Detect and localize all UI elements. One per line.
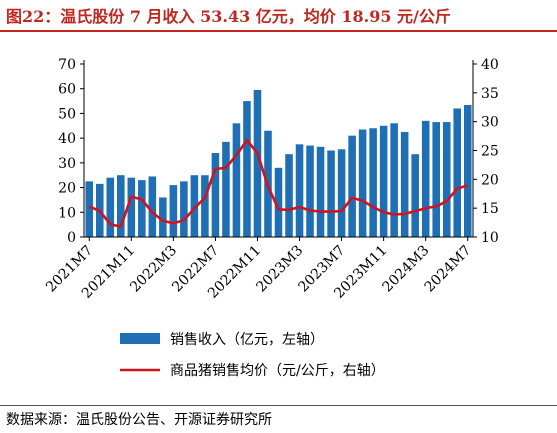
left-tick-label: 50 [58,106,76,122]
left-tick-label: 70 [58,57,76,73]
legend: 销售收入（亿元，左轴） 商品猪销售均价（元/公斤，右轴） [120,332,385,379]
revenue-bar [411,154,419,237]
revenue-bar [432,122,440,237]
revenue-bar [159,197,167,237]
revenue-bar [106,177,115,237]
revenue-bar [169,185,178,237]
revenue-bar [327,150,335,237]
revenue-bar [117,175,125,237]
revenue-bar [138,180,146,237]
revenue-bar [316,146,325,237]
revenue-bar [211,152,220,237]
revenue-bar [358,129,367,237]
revenue-bar [127,177,136,237]
title-underline [0,30,557,32]
revenue-bar [421,120,430,237]
revenue-bar [274,167,283,237]
bar-series [85,89,472,237]
right-tick-label: 10 [481,230,499,246]
left-tick-label: 0 [67,230,76,246]
revenue-bar [285,154,293,237]
revenue-bar [232,123,241,237]
legend-line-label: 商品猪销售均价（元/公斤，右轴） [170,363,385,379]
revenue-bar [379,125,388,237]
footer-divider [0,405,557,406]
revenue-bar [222,141,230,237]
right-tick-label: 40 [481,57,499,73]
right-tick-label: 35 [481,86,499,102]
revenue-bar [348,135,356,237]
left-tick-label: 40 [58,131,76,147]
legend-bar-swatch [120,333,160,344]
revenue-bar [190,175,199,237]
legend-bar-label: 销售收入（亿元，左轴） [170,332,324,348]
chart-title: 图22：温氏股份 7 月收入 53.43 亿元，均价 18.95 元/公斤 [6,7,451,26]
revenue-bar [306,145,314,237]
revenue-bar [85,181,94,237]
revenue-bar [295,144,304,237]
revenue-bar [337,149,346,237]
revenue-bar [390,123,398,237]
revenue-bar [463,104,472,237]
revenue-bar [453,108,462,237]
chart-svg: 010203040506070101520253035402021M72021M… [43,57,499,379]
revenue-bar [243,101,251,237]
left-tick-label: 10 [58,205,76,221]
left-tick-label: 60 [58,82,76,98]
revenue-bar [442,122,451,237]
revenue-bar [253,89,262,237]
left-tick-label: 20 [58,181,76,197]
x-tick-label: 2024M7 [422,243,475,296]
revenue-bar [201,175,209,237]
right-tick-label: 15 [481,201,499,217]
price-line [88,138,469,228]
source-note: 数据来源：温氏股份公告、开源证券研究所 [6,412,272,428]
line-series [88,138,469,228]
right-tick-label: 25 [481,144,499,160]
revenue-bar [148,176,157,237]
revenue-bar [369,128,377,237]
left-tick-label: 30 [58,156,76,172]
right-tick-label: 30 [481,115,499,131]
revenue-bar [180,181,188,237]
right-tick-label: 20 [481,172,499,188]
revenue-bar [400,131,409,237]
